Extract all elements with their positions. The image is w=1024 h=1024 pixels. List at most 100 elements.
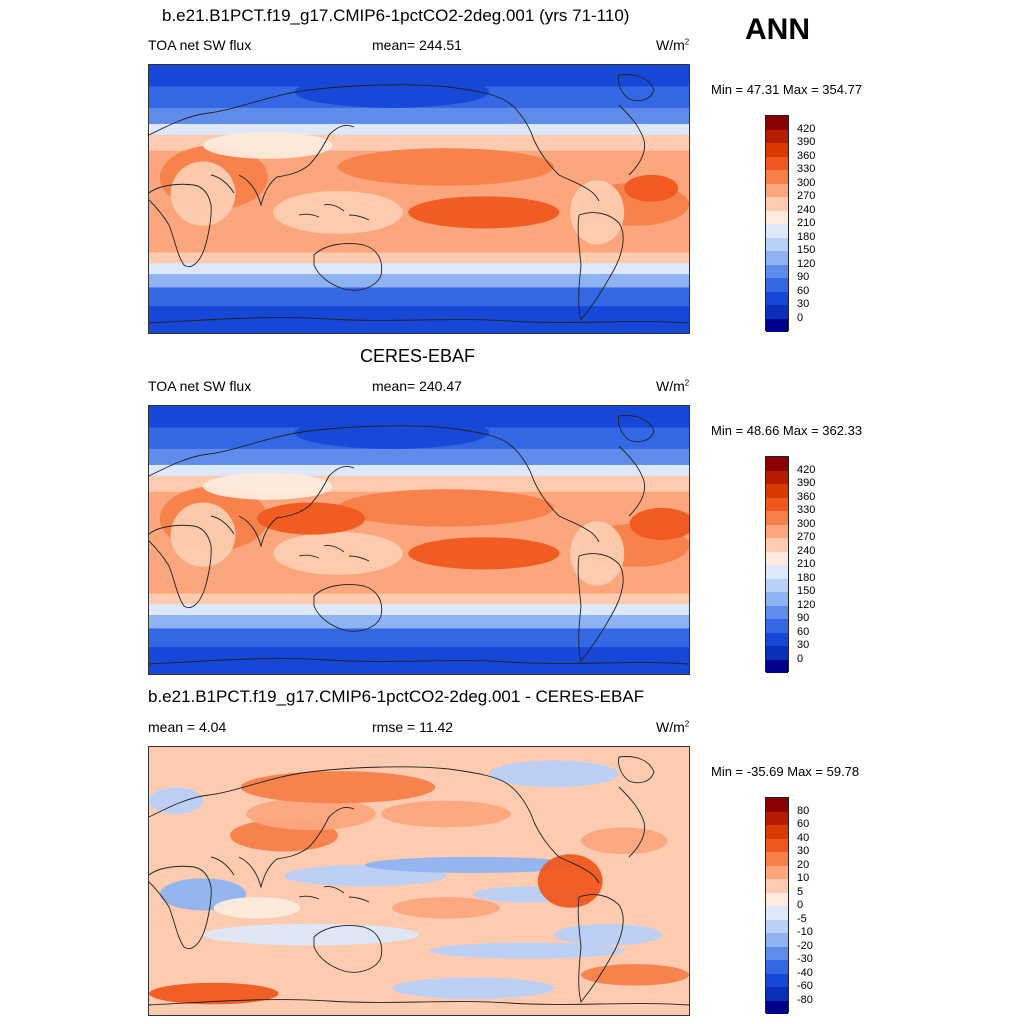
colorbar-box <box>766 852 788 866</box>
colorbar-tick-label: 210 <box>797 558 816 570</box>
colorbar-tick-label: 300 <box>797 517 816 530</box>
colorbar-box <box>766 197 788 211</box>
coastline <box>149 415 689 665</box>
colorbar-box <box>766 251 788 265</box>
colorbar-tick-label: -5 <box>797 912 807 925</box>
colorbar-tick-label: 60 <box>797 625 810 638</box>
colorbar-box <box>766 865 788 879</box>
colorbar-box <box>766 210 788 224</box>
panel-3-mean-label: mean = 4.04 <box>148 719 227 735</box>
colorbar-box <box>766 497 788 511</box>
panel-1-units: W/m2 <box>656 37 690 53</box>
panel-1-colorbar <box>765 115 789 332</box>
colorbar-box <box>766 892 788 906</box>
colorbar-box <box>766 224 788 238</box>
panel-2-minmax: Min = 48.66 Max = 362.33 <box>711 423 863 438</box>
colorbar-tick-label: -20 <box>797 939 813 952</box>
colorbar-box <box>766 457 788 471</box>
colorbar-tick-label: 40 <box>797 831 810 844</box>
panel-3-rmse-label: rmse = 11.42 <box>372 719 454 735</box>
colorbar-box <box>766 987 788 1001</box>
colorbar-tick-label: -40 <box>797 966 813 979</box>
colorbar-box <box>766 919 788 933</box>
colorbar-tick-label: 120 <box>797 598 816 611</box>
colorbar-tick-label: 420 <box>797 463 816 476</box>
colorbar-tick-label: 360 <box>797 149 816 162</box>
colorbar-tick-label: 90 <box>797 612 810 624</box>
colorbar-tick-label: 270 <box>797 190 816 202</box>
colorbar-box <box>766 592 788 606</box>
colorbar-box <box>766 183 788 197</box>
colorbar-tick-label: 150 <box>797 244 816 256</box>
panel-1-title: b.e21.B1PCT.f19_g17.CMIP6-1pctCO2-2deg.0… <box>162 6 630 25</box>
colorbar-box <box>766 116 788 130</box>
panel-1-minmax: Min = 47.31 Max = 354.77 <box>711 82 863 97</box>
colorbar-box <box>766 946 788 960</box>
colorbar-box <box>766 879 788 893</box>
colorbar-tick-label: 210 <box>797 217 816 229</box>
colorbar-box <box>766 825 788 839</box>
colorbar-box <box>766 264 788 278</box>
colorbar-box <box>766 484 788 498</box>
panel-3-units: W/m2 <box>656 719 690 735</box>
colorbar-box <box>766 838 788 852</box>
colorbar-box <box>766 1000 788 1014</box>
colorbar-tick-label: 30 <box>797 845 810 857</box>
colorbar-tick-label: -60 <box>797 980 813 992</box>
colorbar-tick-label: 5 <box>797 885 804 898</box>
colorbar-box <box>766 933 788 947</box>
colorbar-tick-label: 240 <box>797 544 816 557</box>
colorbar-tick-label: -10 <box>797 926 813 938</box>
colorbar-box <box>766 305 788 319</box>
colorbar-box <box>766 619 788 633</box>
colorbar-tick-label: 420 <box>797 122 816 135</box>
colorbar-box <box>766 470 788 484</box>
colorbar-box <box>766 551 788 565</box>
panel-1-map <box>148 64 690 334</box>
colorbar-box <box>766 646 788 660</box>
panel-3-colorbar <box>765 797 789 1014</box>
colorbar-box <box>766 811 788 825</box>
coastline <box>149 756 689 1006</box>
colorbar-tick-label: 240 <box>797 203 816 216</box>
colorbar-box <box>766 156 788 170</box>
colorbar-tick-label: 120 <box>797 257 816 270</box>
panel-3-map <box>148 746 690 1016</box>
colorbar-box <box>766 605 788 619</box>
colorbar-tick-label: 90 <box>797 271 810 283</box>
colorbar-tick-label: 180 <box>797 230 816 243</box>
colorbar-tick-label: 30 <box>797 298 810 310</box>
colorbar-box <box>766 798 788 812</box>
colorbar-box <box>766 524 788 538</box>
colorbar-tick-label: 180 <box>797 571 816 584</box>
panel-1-mean-label: mean= 244.51 <box>372 37 462 53</box>
colorbar-tick-label: 390 <box>797 477 816 489</box>
colorbar-tick-label: 330 <box>797 504 816 516</box>
panel-2-colorbar <box>765 456 789 673</box>
colorbar-box <box>766 906 788 920</box>
colorbar-box <box>766 318 788 332</box>
colorbar-tick-label: 150 <box>797 585 816 597</box>
colorbar-tick-label: 300 <box>797 176 816 189</box>
colorbar-tick-label: 330 <box>797 163 816 175</box>
panel-3-minmax: Min = -35.69 Max = 59.78 <box>711 764 860 779</box>
panel-3-title: b.e21.B1PCT.f19_g17.CMIP6-1pctCO2-2deg.0… <box>148 687 645 706</box>
colorbar-box <box>766 511 788 525</box>
colorbar-box <box>766 143 788 157</box>
coastline <box>149 74 689 324</box>
colorbar-tick-label: 0 <box>797 652 804 665</box>
colorbar-tick-label: 20 <box>797 858 810 871</box>
panel-2-title: CERES-EBAF <box>360 346 476 366</box>
colorbar-tick-label: 60 <box>797 818 810 830</box>
colorbar-box <box>766 632 788 646</box>
colorbar-box <box>766 170 788 184</box>
colorbar-box <box>766 291 788 305</box>
colorbar-tick-label: 390 <box>797 136 816 148</box>
colorbar-tick-label: 360 <box>797 490 816 503</box>
panel-2-mean-label: mean= 240.47 <box>372 378 462 394</box>
colorbar-tick-label: 60 <box>797 284 810 297</box>
panel-1-variable-label: TOA net SW flux <box>148 37 252 53</box>
colorbar-box <box>766 237 788 251</box>
panel-2-map <box>148 405 690 675</box>
panel-2-variable-label: TOA net SW flux <box>148 378 252 394</box>
